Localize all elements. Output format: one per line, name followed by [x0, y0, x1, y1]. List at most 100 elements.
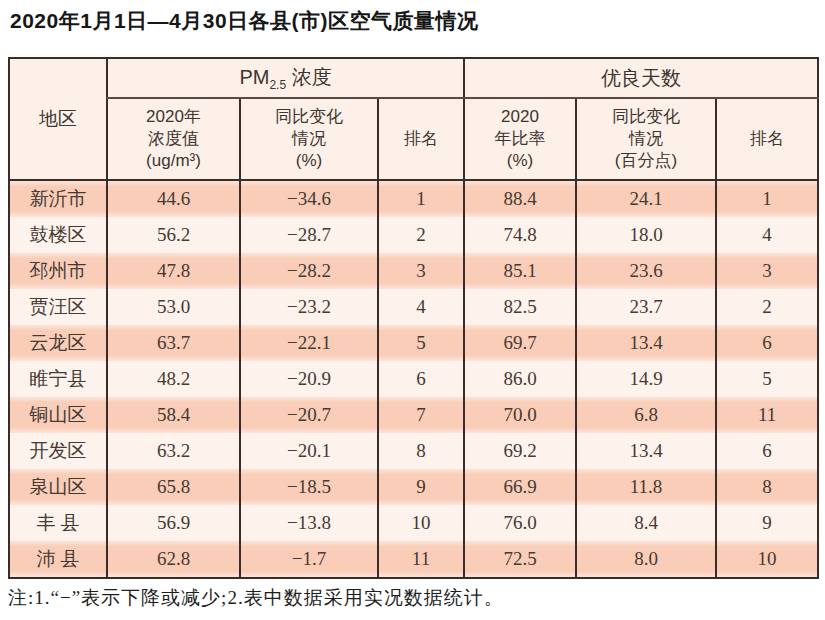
- ratio-rank-cell: 1: [716, 180, 818, 217]
- col-group-pm25: PM2.5 浓度: [107, 58, 464, 98]
- page-title: 2020年1月1日—4月30日各县(市)区空气质量情况: [10, 7, 479, 35]
- region-cell: 沛 县: [9, 541, 107, 578]
- pm-rank-cell: 7: [378, 397, 464, 433]
- ratio-change-cell: 18.0: [576, 217, 716, 253]
- pm25-label-suffix: 浓度: [286, 66, 332, 88]
- region-cell: 云龙区: [9, 325, 107, 361]
- ratio-rank-cell: 4: [716, 217, 818, 253]
- ratio-cell: 69.7: [464, 325, 576, 361]
- ratio-cell: 66.9: [464, 469, 576, 505]
- region-cell: 泉山区: [9, 469, 107, 505]
- col-header-pm-value: 2020年 浓度值 (ug/m³): [107, 98, 240, 180]
- ratio-change-cell: 14.9: [576, 361, 716, 397]
- pm-change-cell: −20.7: [240, 397, 378, 433]
- table-row: 铜山区58.4−20.7770.06.811: [9, 397, 818, 433]
- pm-rank-cell: 6: [378, 361, 464, 397]
- col-header-region: 地区: [9, 58, 107, 180]
- col-header-pm-change: 同比变化 情况 (%): [240, 98, 378, 180]
- table-row: 新沂市44.6−34.6188.424.11: [9, 180, 818, 217]
- pm25-subscript: 2.5: [269, 78, 286, 92]
- region-cell: 开发区: [9, 433, 107, 469]
- ratio-change-cell: 13.4: [576, 325, 716, 361]
- pm-rank-cell: 4: [378, 289, 464, 325]
- pm-rank-cell: 1: [378, 180, 464, 217]
- pm-rank-cell: 10: [378, 505, 464, 541]
- table-row: 泉山区65.8−18.5966.911.88: [9, 469, 818, 505]
- ratio-change-cell: 23.7: [576, 289, 716, 325]
- ratio-cell: 72.5: [464, 541, 576, 578]
- ratio-change-cell: 23.6: [576, 253, 716, 289]
- ratio-rank-cell: 8: [716, 469, 818, 505]
- table-body: 新沂市44.6−34.6188.424.11鼓楼区56.2−28.7274.81…: [9, 180, 818, 578]
- ratio-rank-cell: 10: [716, 541, 818, 578]
- footnote: 注:1.“−”表示下降或减少;2.表中数据采用实况数据统计。: [8, 585, 504, 611]
- pm-change-cell: −22.1: [240, 325, 378, 361]
- pm-value-cell: 62.8: [107, 541, 240, 578]
- table-row: 沛 县62.8−1.71172.58.010: [9, 541, 818, 578]
- group-header-row: 地区 PM2.5 浓度 优良天数: [9, 58, 818, 98]
- col-header-ratio: 2020 年比率 (%): [464, 98, 576, 180]
- ratio-rank-cell: 6: [716, 433, 818, 469]
- ratio-cell: 70.0: [464, 397, 576, 433]
- region-cell: 贾汪区: [9, 289, 107, 325]
- col-header-ratio-change: 同比变化 情况 (百分点): [576, 98, 716, 180]
- pm-value-cell: 56.2: [107, 217, 240, 253]
- ratio-change-cell: 6.8: [576, 397, 716, 433]
- region-cell: 新沂市: [9, 180, 107, 217]
- ratio-change-cell: 8.0: [576, 541, 716, 578]
- ratio-rank-cell: 3: [716, 253, 818, 289]
- table-row: 贾汪区53.0−23.2482.523.72: [9, 289, 818, 325]
- ratio-cell: 85.1: [464, 253, 576, 289]
- pm-rank-cell: 2: [378, 217, 464, 253]
- pm-value-cell: 44.6: [107, 180, 240, 217]
- ratio-cell: 69.2: [464, 433, 576, 469]
- table-row: 开发区63.2−20.1869.213.46: [9, 433, 818, 469]
- col-header-ratio-rank: 排名: [716, 98, 818, 180]
- ratio-change-cell: 24.1: [576, 180, 716, 217]
- pm-change-cell: −28.2: [240, 253, 378, 289]
- pm-rank-cell: 8: [378, 433, 464, 469]
- table-row: 邳州市47.8−28.2385.123.63: [9, 253, 818, 289]
- pm-rank-cell: 9: [378, 469, 464, 505]
- pm-change-cell: −23.2: [240, 289, 378, 325]
- ratio-rank-cell: 5: [716, 361, 818, 397]
- region-cell: 铜山区: [9, 397, 107, 433]
- ratio-cell: 86.0: [464, 361, 576, 397]
- ratio-cell: 76.0: [464, 505, 576, 541]
- ratio-change-cell: 13.4: [576, 433, 716, 469]
- pm25-label-prefix: PM: [239, 66, 269, 88]
- ratio-cell: 74.8: [464, 217, 576, 253]
- pm-value-cell: 53.0: [107, 289, 240, 325]
- pm-change-cell: −13.8: [240, 505, 378, 541]
- col-group-good-days: 优良天数: [464, 58, 818, 98]
- pm-change-cell: −28.7: [240, 217, 378, 253]
- pm-rank-cell: 5: [378, 325, 464, 361]
- ratio-change-cell: 11.8: [576, 469, 716, 505]
- ratio-cell: 82.5: [464, 289, 576, 325]
- table-row: 云龙区63.7−22.1569.713.46: [9, 325, 818, 361]
- pm-change-cell: −20.1: [240, 433, 378, 469]
- region-cell: 睢宁县: [9, 361, 107, 397]
- table-row: 丰 县56.9−13.81076.08.49: [9, 505, 818, 541]
- pm-change-cell: −20.9: [240, 361, 378, 397]
- ratio-rank-cell: 9: [716, 505, 818, 541]
- pm-change-cell: −34.6: [240, 180, 378, 217]
- ratio-change-cell: 8.4: [576, 505, 716, 541]
- pm-value-cell: 63.7: [107, 325, 240, 361]
- air-quality-table: 地区 PM2.5 浓度 优良天数 2020年 浓度值 (ug/m³) 同比变化 …: [8, 57, 819, 579]
- pm-value-cell: 65.8: [107, 469, 240, 505]
- pm-change-cell: −18.5: [240, 469, 378, 505]
- pm-value-cell: 47.8: [107, 253, 240, 289]
- pm-rank-cell: 11: [378, 541, 464, 578]
- region-cell: 邳州市: [9, 253, 107, 289]
- region-cell: 鼓楼区: [9, 217, 107, 253]
- col-header-pm-rank: 排名: [378, 98, 464, 180]
- table-row: 鼓楼区56.2−28.7274.818.04: [9, 217, 818, 253]
- ratio-rank-cell: 2: [716, 289, 818, 325]
- ratio-rank-cell: 6: [716, 325, 818, 361]
- pm-change-cell: −1.7: [240, 541, 378, 578]
- table-row: 睢宁县48.2−20.9686.014.95: [9, 361, 818, 397]
- pm-value-cell: 63.2: [107, 433, 240, 469]
- pm-value-cell: 58.4: [107, 397, 240, 433]
- sub-header-row: 2020年 浓度值 (ug/m³) 同比变化 情况 (%) 排名 2020 年比…: [9, 98, 818, 180]
